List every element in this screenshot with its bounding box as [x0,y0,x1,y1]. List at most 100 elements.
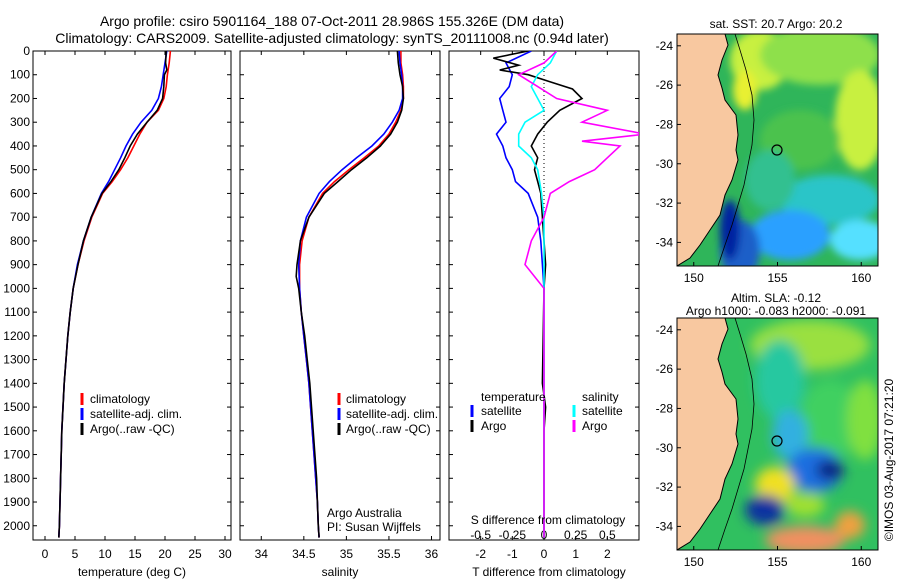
title-line-2: Climatology: CARS2009. Satellite-adjuste… [55,30,609,46]
map-y-tick-label: -26 [656,78,674,92]
sst-map-title: sat. SST: 20.7 Argo: 20.2 [710,17,843,31]
sla-argo-location-marker [771,435,783,447]
s-tick-label: -0.25 [499,528,527,542]
argo-australia-credit: Argo Australia [327,506,402,520]
x-tick-label: 35.5 [377,547,401,561]
map-x-tick-label: 160 [851,555,871,569]
depth-tick-label: 300 [10,115,30,129]
x-tick-label: 34 [255,547,269,561]
depth-tick-label: 400 [10,139,30,153]
x-tick-label: -1 [507,547,518,561]
legend-climatology-label: climatology [346,392,406,406]
x-tick-label: 1 [572,547,579,561]
map-x-tick-label: 155 [767,555,787,569]
temperature-legend: climatology satellite-adj. clim. Argo(..… [80,392,182,436]
depth-tick-label: 1300 [3,353,30,367]
depth-tick-label: 1100 [4,305,30,319]
x-tick-label: 25 [188,547,202,561]
temperature-axes [32,50,232,541]
depth-tick-label: 1600 [3,424,30,438]
map-x-tick-label: 155 [767,271,787,285]
imos-credit: ©IMOS 03-Aug-2017 07:21:20 [882,379,896,542]
x-tick-label: 0 [541,547,548,561]
legend-climatology-label: climatology [90,392,150,406]
map-y-tick-label: -30 [656,157,674,171]
depth-tick-label: 1500 [3,400,30,414]
pi-credit: PI: Susan Wijffels [327,520,421,534]
map-x-tick-label: 150 [684,271,704,285]
sla-map [677,318,878,550]
depth-tick-label: 1700 [3,448,30,462]
legend-satellite-label: satellite-adj. clim. [90,407,182,421]
legend-temperature-title: temperature [481,390,546,404]
title-line-1: Argo profile: csiro 5901164_188 07-Oct-2… [100,13,564,29]
x-tick-label: 20 [158,547,172,561]
x-tick-label: 5 [72,547,79,561]
depth-tick-label: 500 [10,163,30,177]
series-salinity-satellite [517,51,558,538]
depth-tick-label: 900 [10,258,30,272]
series-argo-raw-qc- [58,51,168,538]
depth-tick-label: 1000 [3,281,30,295]
map-y-tick-label: -32 [656,196,674,210]
depth-tick-label: 200 [10,91,30,105]
series-temperature-argo [493,51,584,538]
map-y-tick-label: -34 [656,519,674,533]
x-tick-label: 35 [340,547,354,561]
s-difference-label: S difference from climatology [471,513,626,527]
temperature-xlabel: temperature (deg C) [78,565,186,579]
salinity-xlabel: salinity [322,565,359,579]
sla-map-title: Altim. SLA: -0.12 [731,291,821,305]
series-satellite-adj-clim- [58,51,168,538]
s-tick-label: 0.5 [599,528,616,542]
legend-t-satellite-label: satellite [481,404,522,418]
depth-tick-label: 2000 [3,519,30,533]
s-tick-label: -0.5 [470,528,491,542]
legend-s-argo-label: Argo [582,419,608,433]
series-climatology [58,51,172,538]
salinity-axes [239,50,441,541]
legend-s-satellite-label: satellite [582,404,623,418]
depth-tick-label: 700 [10,210,30,224]
difference-legend-salinity: salinity satellite Argo [572,390,623,433]
x-tick-label: 34.5 [292,547,316,561]
depth-tick-label: 1200 [3,329,30,343]
map-y-tick-label: -24 [656,323,674,337]
x-tick-label: 15 [128,547,142,561]
x-tick-label: -2 [475,547,486,561]
legend-satellite-label: satellite-adj. clim. [346,407,438,421]
map-y-tick-label: -30 [656,441,674,455]
x-tick-label: 36 [425,547,439,561]
depth-tick-label: 1900 [3,495,30,509]
depth-tick-label: 800 [10,234,30,248]
salinity-legend: climatology satellite-adj. clim. Argo(..… [337,392,438,436]
difference-xlabel: T difference from climatology [472,565,626,579]
legend-argo-label: Argo(..raw -QC) [90,422,175,436]
legend-t-argo-label: Argo [481,419,507,433]
depth-tick-label: 1400 [3,376,30,390]
depth-tick-label: 0 [23,44,30,58]
sla-map-subtitle: Argo h1000: -0.083 h2000: -0.091 [686,304,866,318]
sst-argo-location-marker [771,144,783,156]
difference-legend-temperature: temperature satellite Argo [470,390,546,433]
map-y-tick-label: -26 [656,362,674,376]
series-salinity-argo [517,51,639,538]
x-tick-label: 30 [218,547,232,561]
legend-argo-label: Argo(..raw -QC) [346,422,431,436]
s-tick-label: 0.25 [564,528,588,542]
depth-tick-label: 600 [10,186,30,200]
map-y-tick-label: -28 [656,117,674,131]
map-y-tick-label: -24 [656,39,674,53]
map-x-tick-label: 160 [851,271,871,285]
x-tick-label: 2 [604,547,611,561]
map-y-tick-label: -34 [656,235,674,249]
series-argo-raw-qc- [295,51,405,538]
series-satellite-adj-clim- [297,51,404,538]
x-tick-label: 10 [98,547,112,561]
series-temperature-satellite [495,51,545,538]
sst-map [677,34,878,266]
map-y-tick-label: -28 [656,401,674,415]
legend-salinity-title: salinity [582,390,619,404]
depth-tick-label: 1800 [3,471,30,485]
